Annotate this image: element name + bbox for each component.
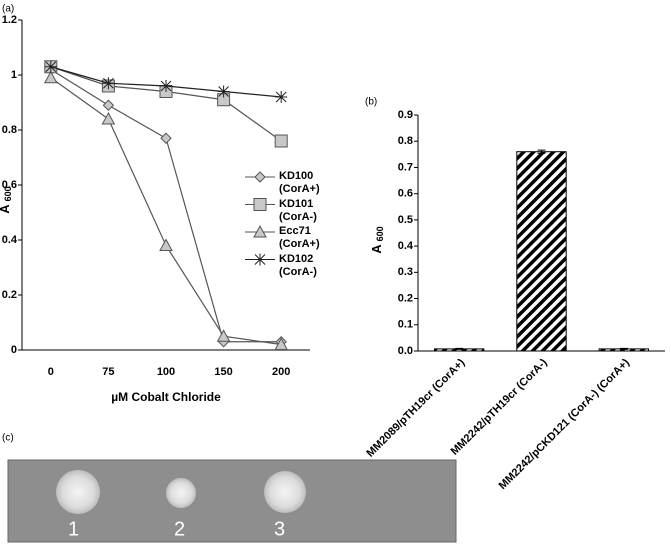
legend-label: KD100 (CorA+) <box>279 170 320 195</box>
legend-marker <box>253 224 267 238</box>
marker <box>101 111 116 125</box>
y-tick-label: 0 <box>11 344 17 356</box>
legend-label: KD102 (CorA-) <box>279 252 317 278</box>
series-line <box>50 68 282 343</box>
colony <box>264 471 306 513</box>
legend-marker <box>254 171 266 183</box>
y-axis-title: A 600 <box>369 226 385 253</box>
marker <box>275 91 288 103</box>
y-tick-label: 0.1 <box>398 319 413 331</box>
marker <box>159 238 173 251</box>
x-tick-label: 150 <box>214 366 232 378</box>
marker <box>160 132 172 144</box>
bar <box>516 151 567 352</box>
y-axis-title: A 600 <box>0 186 13 213</box>
legend-label: KD101 (CorA-) <box>279 197 317 223</box>
y-tick-label: 0.6 <box>2 179 17 191</box>
x-tick-label: MM2242/pTH19cr (CorA-) <box>449 356 550 457</box>
y-tick-label: 0.4 <box>398 240 414 252</box>
panel-label: (c) <box>2 433 14 444</box>
x-tick-label: MM2242/pCKD121 (CorA-) (CorA+) <box>497 356 633 492</box>
error-bar <box>537 149 546 154</box>
panel-label: (a) <box>2 4 14 15</box>
legend-marker <box>253 198 267 211</box>
series-line <box>50 77 282 346</box>
legend-marker <box>254 253 266 266</box>
y-tick-label: 0.9 <box>398 109 413 121</box>
x-tick-label: 200 <box>272 366 290 378</box>
marker <box>216 329 231 342</box>
x-tick-label: 0 <box>48 366 54 378</box>
y-tick-label: 1 <box>11 69 17 81</box>
y-tick-label: 0.3 <box>398 266 413 278</box>
marker <box>274 337 289 350</box>
y-axis-title: A <box>369 244 384 254</box>
x-tick-label: 75 <box>102 366 114 378</box>
plate-label: 3 <box>274 518 285 540</box>
y-axis-subscript: 600 <box>3 186 13 201</box>
x-tick-label: 100 <box>157 366 175 378</box>
y-tick-label: 0.8 <box>398 135 413 147</box>
panel-label: (b) <box>365 97 377 108</box>
plate-label: 1 <box>68 518 79 540</box>
y-axis-title: A <box>0 204 12 214</box>
marker <box>44 60 57 73</box>
marker <box>274 134 288 148</box>
error-bar <box>619 347 628 350</box>
legend-label: Ecc71 (CorA+) <box>279 225 320 250</box>
marker <box>160 80 172 92</box>
x-axis-title: µM Cobalt Chloride <box>111 390 221 404</box>
y-tick-label: 0.5 <box>398 214 413 226</box>
marker <box>217 85 230 98</box>
marker <box>102 99 115 111</box>
y-tick-label: 0.4 <box>2 234 18 246</box>
y-tick-label: 0.7 <box>398 161 413 173</box>
y-tick-label: 0.8 <box>2 124 17 136</box>
y-tick-label: 0.2 <box>398 292 413 304</box>
y-tick-label: 1.2 <box>2 14 17 26</box>
colony <box>166 478 196 508</box>
series-line <box>50 66 282 142</box>
marker <box>102 77 115 90</box>
y-tick-label: 0.0 <box>398 345 413 357</box>
plate-label: 2 <box>174 518 185 540</box>
x-tick-label: MM2089/pTH19cr (CorA+) <box>364 356 467 459</box>
y-tick-label: 0.6 <box>398 188 413 200</box>
marker <box>43 70 58 84</box>
colony <box>56 470 100 514</box>
y-tick-label: 0.2 <box>2 289 17 301</box>
error-bar <box>455 347 464 350</box>
y-axis-subscript: 600 <box>375 226 385 241</box>
